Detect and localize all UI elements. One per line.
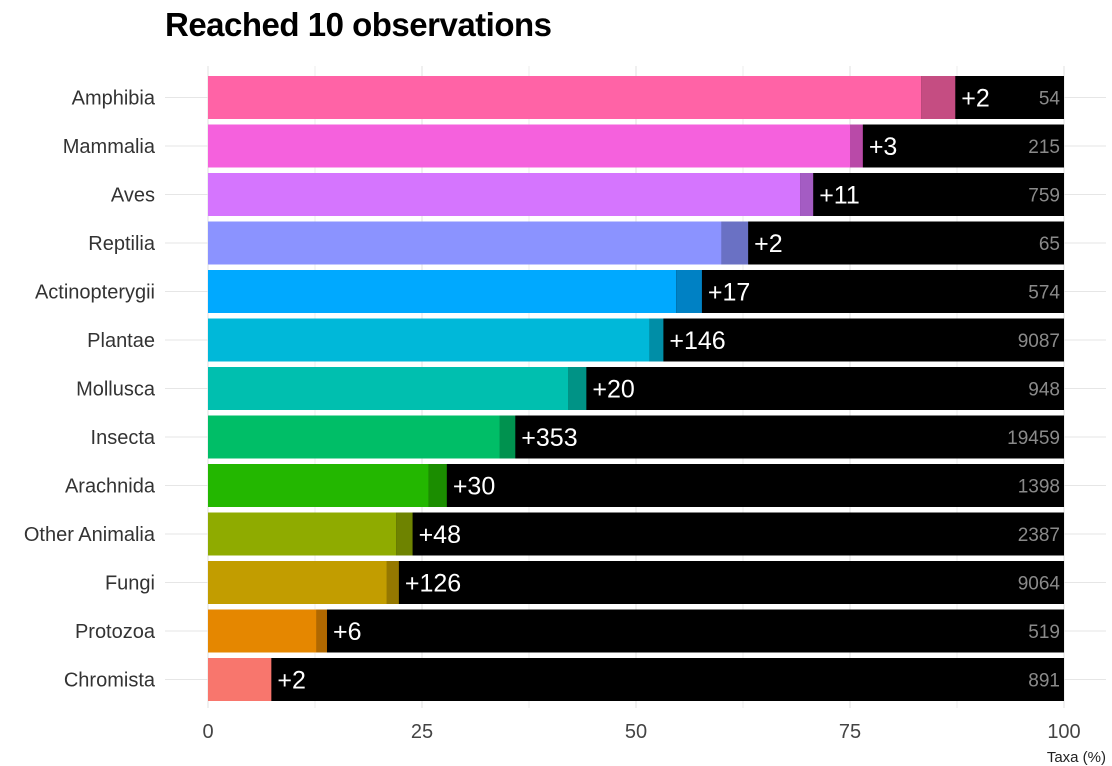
category-label: Chromista	[64, 670, 156, 692]
bar-base-reptilia	[208, 221, 722, 265]
bar-recent-other-animalia	[396, 512, 413, 556]
x-tick-label: 0	[202, 721, 213, 743]
bar-base-insecta	[208, 415, 500, 459]
bar-base-mammalia	[208, 124, 850, 168]
category-label: Mammalia	[63, 136, 156, 158]
total-label: 65	[1039, 234, 1060, 255]
bar-remainder-protozoa	[208, 609, 1064, 653]
labels-layer: Amphibia +2 54 Mammalia +3 215 Aves +11 759 Repti…	[24, 85, 1081, 744]
bar-base-fungi	[208, 561, 387, 604]
gain-label: +11	[819, 182, 860, 210]
gain-label: +20	[592, 376, 634, 404]
x-axis-title: Taxa (%)	[1047, 749, 1106, 766]
bar-recent-arachnida	[428, 464, 447, 507]
bar-recent-reptilia	[721, 221, 749, 265]
total-label: 215	[1028, 137, 1060, 158]
bar-recent-amphibia	[921, 76, 956, 119]
category-label: Arachnida	[65, 476, 156, 498]
category-label: Amphibia	[72, 88, 156, 110]
total-label: 19459	[1007, 428, 1060, 449]
total-label: 9087	[1018, 331, 1060, 352]
x-tick-label: 100	[1047, 721, 1080, 743]
total-label: 1398	[1018, 477, 1060, 498]
total-label: 9064	[1018, 574, 1061, 595]
gain-label: +2	[754, 230, 783, 258]
gain-label: +6	[333, 618, 362, 646]
bar-recent-fungi	[386, 561, 399, 604]
bar-base-protozoa	[208, 609, 317, 653]
total-label: 891	[1028, 671, 1060, 692]
bar-recent-plantae	[649, 318, 664, 362]
total-label: 574	[1028, 283, 1060, 304]
bar-base-other-animalia	[208, 512, 397, 556]
bar-base-chromista	[208, 658, 272, 701]
total-label: 54	[1039, 89, 1061, 110]
total-label: 519	[1028, 622, 1060, 643]
category-label: Insecta	[91, 427, 156, 449]
category-label: Reptilia	[88, 233, 156, 255]
gain-label: +353	[521, 424, 577, 452]
gain-label: +48	[419, 521, 461, 549]
bar-base-aves	[208, 173, 801, 216]
gain-label: +146	[669, 327, 725, 355]
gain-label: +2	[277, 667, 306, 695]
category-label: Actinopterygii	[35, 282, 155, 304]
bar-recent-protozoa	[316, 609, 327, 653]
bar-base-arachnida	[208, 464, 429, 507]
bar-remainder-chromista	[208, 658, 1064, 701]
gain-label: +30	[453, 473, 495, 501]
bar-recent-aves	[800, 173, 814, 216]
category-label: Protozoa	[75, 621, 156, 643]
gain-label: +2	[961, 85, 990, 113]
total-label: 759	[1028, 186, 1060, 207]
bar-base-plantae	[208, 318, 650, 362]
category-label: Mollusca	[76, 379, 156, 401]
x-tick-label: 50	[625, 721, 647, 743]
bar-recent-mollusca	[568, 367, 587, 410]
gain-label: +3	[869, 133, 898, 161]
bar-base-mollusca	[208, 367, 569, 410]
category-label: Fungi	[105, 573, 155, 595]
x-tick-label: 25	[411, 721, 433, 743]
bar-base-amphibia	[208, 76, 922, 119]
bar-recent-insecta	[499, 415, 516, 459]
gain-label: +17	[708, 279, 750, 307]
total-label: 948	[1028, 380, 1060, 401]
bar-recent-actinopterygii	[676, 270, 702, 313]
bars-layer	[208, 76, 1064, 701]
category-label: Aves	[111, 185, 155, 207]
chart-title: Reached 10 observations	[165, 6, 552, 43]
category-label: Other Animalia	[24, 524, 156, 546]
category-label: Plantae	[87, 330, 155, 352]
bar-recent-mammalia	[850, 124, 863, 168]
x-tick-label: 75	[839, 721, 861, 743]
bar-base-actinopterygii	[208, 270, 677, 313]
total-label: 2387	[1018, 525, 1060, 546]
gain-label: +126	[405, 570, 461, 598]
